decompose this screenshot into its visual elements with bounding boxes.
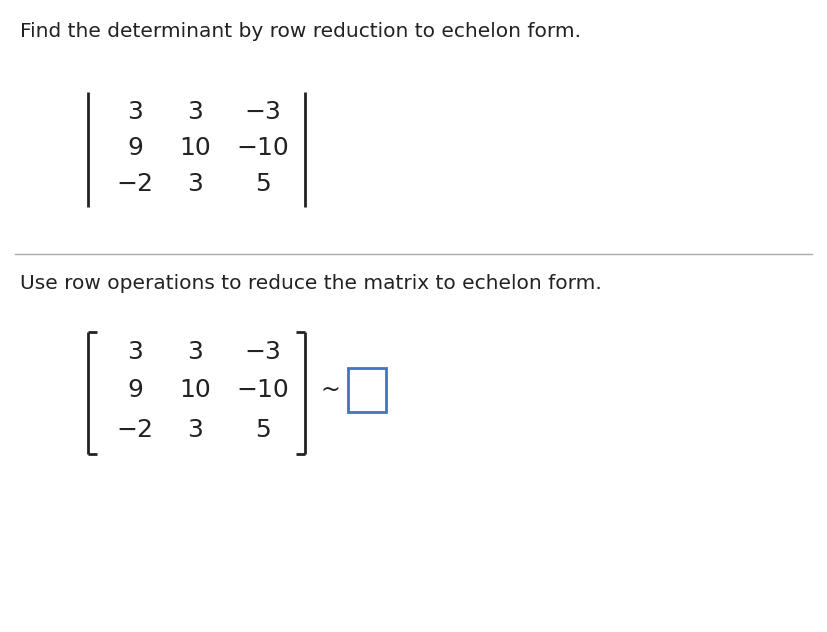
Bar [348, 368, 386, 412]
Text: −2: −2 [117, 418, 154, 442]
Text: −3: −3 [245, 340, 281, 364]
Text: 9: 9 [127, 136, 143, 160]
Text: 5: 5 [255, 172, 271, 196]
Text: 9: 9 [127, 378, 143, 402]
Text: −10: −10 [237, 136, 289, 160]
Text: ~: ~ [320, 378, 340, 402]
Text: −10: −10 [237, 378, 289, 402]
Text: 3: 3 [127, 340, 143, 364]
Text: 10: 10 [179, 378, 211, 402]
Text: 3: 3 [187, 100, 203, 124]
Text: 5: 5 [255, 418, 271, 442]
Text: Find the determinant by row reduction to echelon form.: Find the determinant by row reduction to… [20, 22, 581, 41]
Text: 3: 3 [187, 340, 203, 364]
Text: Use row operations to reduce the matrix to echelon form.: Use row operations to reduce the matrix … [20, 274, 602, 293]
Text: −2: −2 [117, 172, 154, 196]
Text: −3: −3 [245, 100, 281, 124]
Text: 3: 3 [187, 418, 203, 442]
Text: 3: 3 [187, 172, 203, 196]
Text: 3: 3 [127, 100, 143, 124]
Text: 10: 10 [179, 136, 211, 160]
